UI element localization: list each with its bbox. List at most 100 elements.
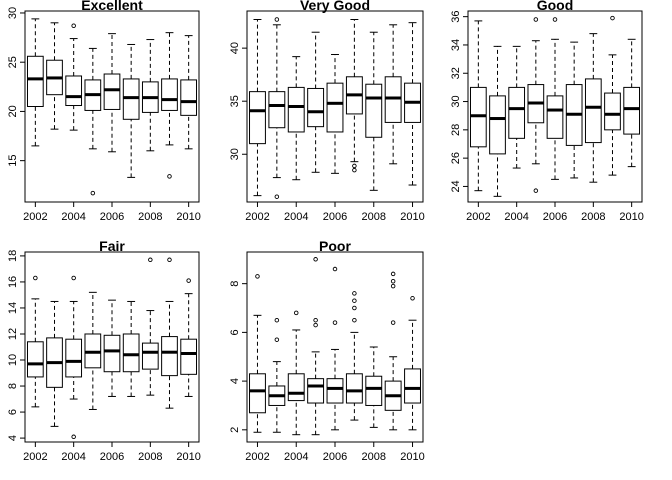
- outlier-point: [90, 190, 96, 196]
- x-tick-label: 2006: [543, 211, 567, 223]
- outlier-point: [274, 194, 280, 199]
- outlier-point: [167, 257, 172, 263]
- box-2004: [287, 310, 305, 436]
- y-tick-label: 30: [450, 95, 462, 107]
- x-tick-label: 2004: [284, 451, 308, 463]
- box-iqr: [604, 92, 621, 131]
- box-2005: [307, 257, 325, 436]
- box-2002: [26, 275, 44, 408]
- box-2010: [404, 22, 421, 186]
- box-2009: [384, 24, 402, 165]
- x-tick-label: 2010: [176, 451, 200, 463]
- outlier-point: [610, 15, 615, 21]
- outlier-point: [274, 317, 280, 323]
- x-tick-label: 2006: [323, 211, 347, 223]
- outlier-point: [352, 291, 357, 296]
- x-tick-label: 2002: [245, 451, 269, 463]
- outlier-point: [313, 322, 318, 328]
- y-tick-label: 40: [229, 42, 241, 54]
- y-tick-label: 26: [450, 152, 462, 164]
- box-2010: [180, 278, 198, 397]
- box-iqr: [141, 342, 159, 370]
- box-iqr: [287, 86, 305, 133]
- outlier-point: [410, 296, 415, 301]
- box-2003: [46, 300, 63, 427]
- box-2009: [161, 257, 178, 409]
- y-tick-label: 34: [450, 39, 462, 51]
- box-2007: [565, 41, 583, 179]
- y-tick-label: 4: [7, 435, 19, 441]
- x-tick-label: 2006: [323, 451, 347, 463]
- box-iqr: [26, 55, 44, 107]
- box-iqr: [307, 378, 325, 404]
- x-tick-label: 2004: [61, 211, 85, 223]
- outlier-point: [390, 320, 396, 325]
- y-tick-label: 18: [7, 250, 19, 262]
- outlier-point: [390, 278, 396, 284]
- x-tick-label: 2010: [619, 211, 643, 223]
- box-2008: [141, 39, 159, 152]
- box-2004: [287, 56, 305, 181]
- x-tick-label: 2004: [284, 211, 308, 223]
- y-tick-label: 20: [7, 105, 19, 117]
- box-2005: [84, 47, 102, 196]
- box-iqr: [122, 333, 140, 373]
- box-iqr: [326, 82, 344, 133]
- box-iqr: [326, 378, 344, 404]
- box-iqr: [287, 373, 305, 402]
- box-iqr: [65, 75, 83, 107]
- box-2006: [326, 266, 344, 431]
- box-2009: [161, 32, 178, 179]
- box-iqr: [584, 78, 602, 144]
- box-iqr: [26, 341, 44, 378]
- outlier-point: [552, 17, 558, 22]
- outlier-point: [71, 275, 76, 281]
- y-tick-label: 30: [229, 148, 241, 160]
- box-2010: [623, 38, 641, 168]
- outlier-point: [352, 167, 357, 173]
- box-iqr: [249, 373, 266, 414]
- x-tick-label: 2008: [581, 211, 605, 223]
- box-2006: [546, 17, 564, 180]
- box-2008: [141, 257, 159, 396]
- x-tick-label: 2010: [400, 211, 424, 223]
- box-2005: [307, 31, 325, 173]
- box-iqr: [489, 95, 506, 155]
- box-iqr: [365, 375, 383, 406]
- panel-title: Excellent: [81, 0, 143, 13]
- outlier-point: [274, 17, 280, 22]
- panel-good: Good 24 26 28 30 32 34 36 2002 2004 2006 2008 2010: [450, 0, 644, 223]
- outlier-point: [255, 274, 260, 279]
- outlier-point: [33, 275, 38, 281]
- box-iqr: [161, 78, 178, 111]
- panel-title: Very Good: [300, 0, 370, 13]
- y-tick-label: 16: [7, 276, 19, 288]
- box-iqr: [65, 338, 83, 378]
- y-tick-label: 14: [7, 302, 19, 314]
- box-iqr: [404, 368, 421, 404]
- outlier-point: [313, 257, 318, 262]
- y-tick-label: 25: [7, 56, 19, 68]
- box-iqr: [180, 79, 198, 116]
- outlier-point: [313, 317, 318, 323]
- x-tick-label: 2008: [362, 451, 386, 463]
- box-iqr: [546, 95, 564, 139]
- outlier-point: [352, 163, 357, 169]
- box-iqr: [345, 373, 363, 404]
- y-tick-label: 28: [450, 124, 462, 136]
- outlier-point: [332, 320, 338, 325]
- box-2003: [268, 317, 286, 433]
- box-2003: [268, 17, 286, 199]
- x-tick-label: 2002: [23, 451, 47, 463]
- panel-title: Good: [537, 0, 574, 13]
- x-tick-label: 2006: [100, 211, 124, 223]
- box-iqr: [268, 91, 286, 129]
- panel-title: Fair: [99, 238, 125, 254]
- outlier-point: [148, 257, 153, 263]
- y-tick-label: 12: [7, 328, 19, 340]
- x-tick-label: 2010: [176, 211, 200, 223]
- box-2003: [489, 45, 506, 197]
- box-2002: [26, 18, 44, 147]
- outlier-point: [186, 278, 191, 283]
- y-tick-label: 30: [7, 7, 19, 19]
